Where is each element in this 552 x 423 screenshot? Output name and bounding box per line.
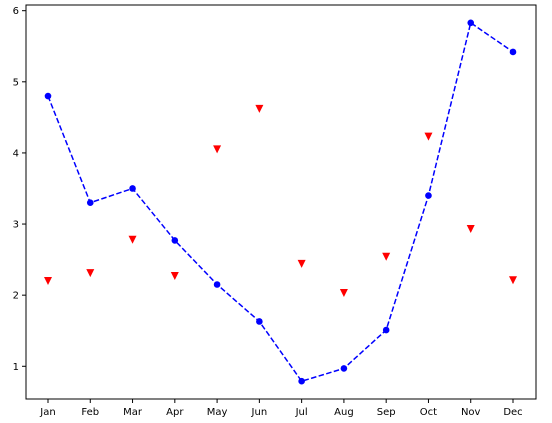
data-point — [297, 259, 306, 268]
data-point — [339, 289, 348, 298]
data-point — [129, 185, 136, 192]
x-axis: Jan Feb Mar Apr May Jun Jul Aug Sep Oct Nov Dec — [39, 399, 523, 418]
x-tick-label: Sep — [377, 407, 396, 418]
data-point — [298, 377, 305, 385]
data-point — [213, 145, 222, 154]
data-point — [466, 225, 475, 234]
data-point — [255, 104, 264, 113]
x-tick-label: Dec — [503, 407, 522, 418]
data-point — [128, 235, 137, 244]
x-tick-label: Oct — [420, 407, 437, 418]
x-tick-label: Jan — [39, 407, 55, 418]
y-tick-label: 6 — [13, 6, 19, 17]
data-point — [86, 199, 94, 207]
data-point — [256, 318, 263, 325]
series-2 — [44, 104, 517, 298]
data-point — [86, 269, 95, 278]
series-layer — [44, 19, 517, 385]
x-tick-label: Apr — [166, 407, 184, 418]
series-1 — [44, 19, 517, 385]
y-tick-label: 1 — [13, 362, 19, 373]
y-tick-label: 2 — [13, 291, 19, 302]
x-tick-label: Feb — [81, 407, 99, 418]
x-tick-label: Jun — [251, 407, 268, 418]
x-tick-label: Nov — [461, 407, 481, 418]
y-tick-label: 5 — [13, 77, 19, 88]
y-axis: 1 2 3 4 5 6 — [13, 6, 26, 373]
y-tick-label: 4 — [13, 148, 19, 159]
data-point — [467, 19, 475, 27]
data-point — [213, 281, 221, 288]
x-tick-label: May — [207, 407, 228, 418]
plot-area-frame — [25, 4, 537, 400]
x-tick-label: Jul — [295, 407, 308, 418]
data-point — [424, 132, 433, 141]
y-tick-label: 3 — [13, 220, 19, 231]
data-point — [425, 192, 432, 199]
x-tick-label: Mar — [123, 407, 143, 418]
series-line — [47, 21, 514, 383]
x-tick-label: Aug — [334, 407, 354, 418]
data-point — [170, 271, 179, 280]
data-point — [44, 92, 52, 100]
data-point — [340, 365, 348, 372]
data-point — [382, 252, 391, 261]
data-point — [509, 48, 517, 56]
data-point — [171, 237, 179, 244]
data-point — [509, 276, 517, 285]
data-point — [382, 326, 390, 334]
data-point — [44, 276, 52, 285]
